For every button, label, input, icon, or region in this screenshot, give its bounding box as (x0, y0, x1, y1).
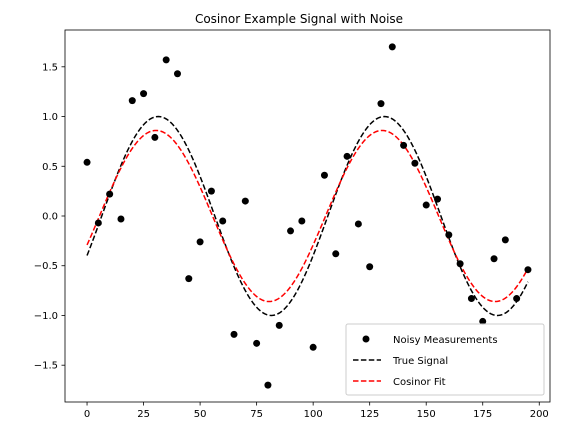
measurement-point (343, 152, 351, 160)
measurement-point (241, 197, 249, 205)
measurement-point (411, 159, 419, 167)
measurement-point (366, 263, 374, 271)
measurement-point (264, 381, 272, 389)
y-tick-label: −0.5 (34, 261, 58, 272)
measurement-point (207, 187, 215, 195)
measurement-point (106, 190, 114, 198)
measurement-point (287, 227, 295, 235)
measurement-point (434, 195, 442, 203)
measurement-point (298, 217, 306, 225)
y-tick-label: −1.0 (34, 311, 58, 322)
y-tick-label: 0.0 (42, 212, 58, 223)
legend-label-measurements: Noisy Measurements (393, 335, 498, 346)
measurement-point (230, 330, 238, 338)
y-tick-label: 1.5 (42, 62, 58, 73)
measurement-point (456, 260, 464, 268)
x-tick-label: 50 (194, 409, 207, 420)
measurement-point (513, 295, 521, 303)
measurement-point (400, 141, 408, 149)
x-tick-label: 125 (360, 409, 379, 420)
measurement-point (309, 343, 317, 351)
measurement-point (253, 339, 261, 347)
x-tick-label: 150 (417, 409, 436, 420)
measurement-point (422, 201, 430, 209)
measurement-point (445, 231, 453, 239)
y-tick-label: −1.5 (34, 361, 58, 372)
measurement-point (94, 219, 102, 227)
x-tick-label: 200 (530, 409, 549, 420)
x-axis: 0 25 50 75 100 125 150 175 200 (84, 402, 549, 420)
legend-box (345, 323, 545, 396)
measurement-point (151, 133, 159, 141)
measurement-point (117, 215, 125, 223)
measurement-point (354, 220, 362, 228)
legend-label-true-signal: True Signal (392, 356, 448, 367)
measurement-point (501, 236, 509, 244)
y-tick-label: 1.0 (42, 112, 58, 123)
measurement-point (162, 56, 170, 64)
measurement-point (332, 250, 340, 258)
measurement-point (83, 158, 91, 166)
measurement-point (196, 238, 204, 246)
measurement-point (377, 100, 385, 108)
x-tick-label: 0 (84, 409, 90, 420)
legend-marker-measurements (362, 335, 370, 343)
measurement-point (219, 217, 227, 225)
x-tick-label: 100 (304, 409, 323, 420)
y-tick-label: 0.5 (42, 162, 58, 173)
x-tick-label: 75 (250, 409, 263, 420)
chart-title: Cosinor Example Signal with Noise (195, 12, 403, 26)
cosinor-fit-line (86, 129, 529, 303)
measurement-point (173, 70, 181, 78)
x-tick-label: 175 (473, 409, 492, 420)
measurement-point (320, 171, 328, 179)
legend-label-cosinor-fit: Cosinor Fit (393, 377, 446, 388)
measurement-point (524, 266, 532, 274)
measurement-point (275, 321, 283, 329)
measurement-point (128, 97, 136, 105)
measurement-point (479, 317, 487, 325)
true-signal-line (86, 115, 529, 317)
measurement-point (490, 255, 498, 263)
measurement-points (83, 43, 532, 389)
measurement-point (388, 43, 396, 51)
x-tick-label: 25 (137, 409, 150, 420)
legend: Noisy Measurements True Signal Cosinor F… (345, 323, 545, 396)
measurement-point (467, 295, 475, 303)
measurement-point (185, 275, 193, 283)
y-axis: −1.5 −1.0 −0.5 0.0 0.5 1.0 1.5 (34, 62, 65, 372)
measurement-point (140, 90, 148, 98)
curves-layer (86, 115, 529, 317)
